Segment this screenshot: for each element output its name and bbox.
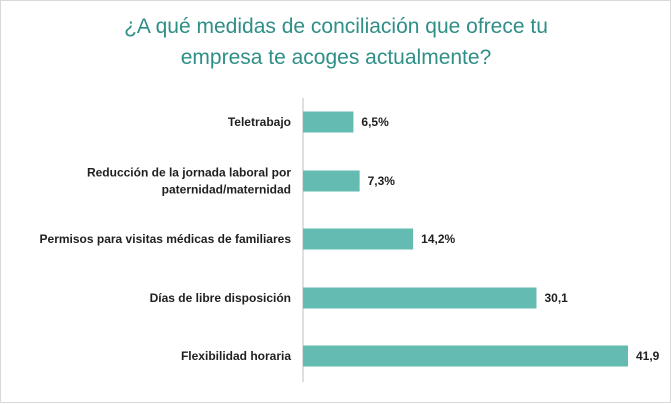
bar-4: [303, 287, 537, 309]
bar-value-label-5: 41,9: [636, 349, 660, 363]
category-label-5: Flexibilidad horaria: [181, 349, 291, 363]
chart-title-line-1: ¿A qué medidas de conciliación que ofrec…: [124, 15, 548, 38]
bar-1: [303, 111, 354, 133]
chart-title-line-2: empresa te acoges actualmente?: [181, 46, 492, 69]
category-label-2-line-1: Reducción de la jornada laboral por: [87, 166, 291, 180]
category-label-4: Días de libre disposición: [150, 291, 291, 305]
bar-3: [303, 228, 414, 250]
bar-value-label-3: 14,2%: [421, 232, 455, 246]
bar-5: [303, 345, 628, 367]
bars-group: 6,5% Teletrabajo 7,3% Reducción de la jorna…: [40, 111, 660, 367]
category-label-1: Teletrabajo: [228, 115, 291, 129]
bar-2: [303, 170, 360, 192]
bar-value-label-4: 30,1: [544, 291, 568, 305]
category-label-3: Permisos para visitas médicas de familia…: [40, 232, 292, 246]
bar-value-label-1: 6,5%: [361, 115, 389, 129]
bar-value-label-2: 7,3%: [368, 174, 396, 188]
category-label-2-line-2: paternidad/maternidad: [162, 183, 291, 197]
